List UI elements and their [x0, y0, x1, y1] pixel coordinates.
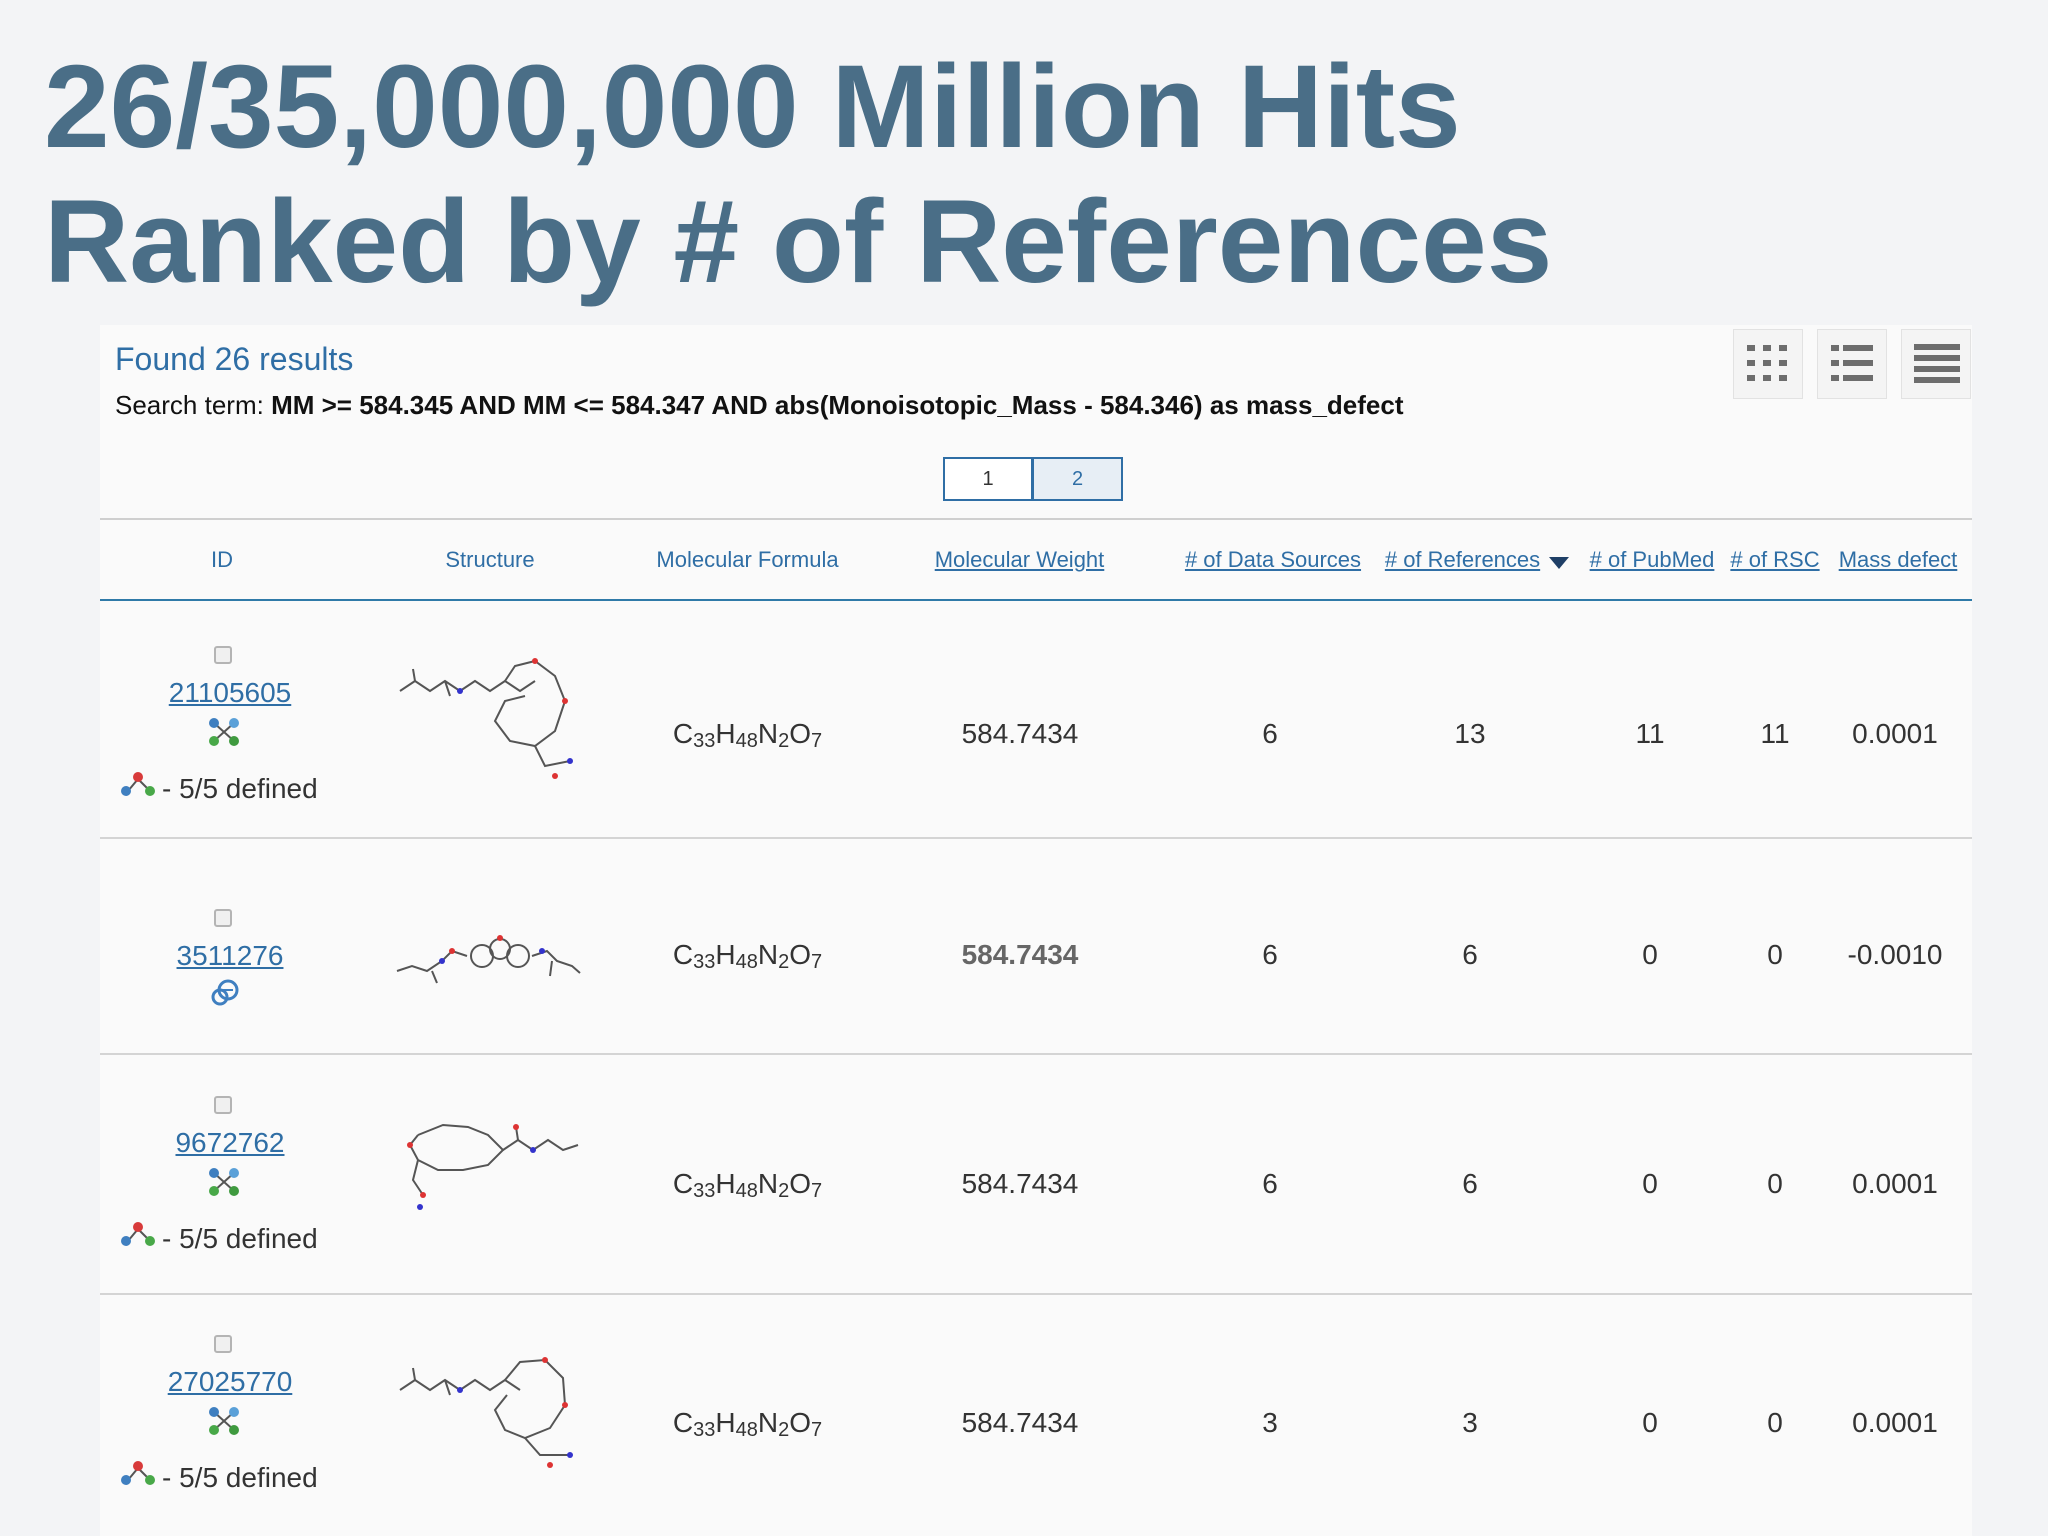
- pubmed-count: 0: [1642, 939, 1658, 970]
- thumbnail-view-button[interactable]: [1733, 329, 1803, 399]
- col-mass-defect-sort-link[interactable]: Mass defect: [1838, 547, 1958, 572]
- results-count: Found 26 results: [115, 341, 354, 377]
- data-sources-count: 6: [1262, 718, 1278, 749]
- table-row: 27025770 - 5/5 defined C33H48N2O7 584.74…: [100, 1295, 1972, 1536]
- references-count: 13: [1454, 718, 1486, 749]
- rsc-count: 0: [1767, 1407, 1783, 1438]
- stereo-icon: [121, 772, 155, 796]
- rsc-count: 0: [1767, 939, 1783, 970]
- rsc-count: 0: [1767, 1168, 1783, 1199]
- molecular-weight: 584.7434: [961, 939, 1079, 970]
- view-toggle-group: [1733, 329, 1971, 399]
- references-count: 3: [1462, 1407, 1478, 1438]
- compound-3d-icon[interactable]: [208, 717, 240, 747]
- search-term-value: MM >= 584.345 AND MM <= 584.347 AND abs(…: [271, 390, 1404, 420]
- col-weight-sort-link[interactable]: Molecular Weight: [934, 547, 1105, 572]
- stereo-defined-text: - 5/5 defined: [162, 1462, 318, 1493]
- mass-defect-value: -0.0010: [1847, 939, 1943, 970]
- table-header: ID Structure Molecular Formula Molecular…: [100, 547, 1972, 583]
- stereo-defined-text: - 5/5 defined: [162, 773, 318, 804]
- compound-id-link[interactable]: 21105605: [168, 677, 292, 708]
- rsc-count: 11: [1760, 718, 1790, 749]
- compound-id-link[interactable]: 27025770: [167, 1366, 293, 1397]
- row-divider: [100, 837, 1972, 839]
- col-id: ID: [211, 547, 233, 572]
- col-sources-sort-link[interactable]: # of Data Sources: [1184, 547, 1362, 572]
- page-1-button[interactable]: 1: [943, 457, 1033, 501]
- search-term-line: Search term: MM >= 584.345 AND MM <= 584…: [115, 390, 1404, 421]
- mass-defect-value: 0.0001: [1852, 1407, 1938, 1438]
- pubmed-count: 11: [1635, 718, 1665, 749]
- header-divider: [100, 599, 1972, 601]
- compact-view-button[interactable]: [1901, 329, 1971, 399]
- pagination: 1 2: [943, 457, 1123, 501]
- molecular-formula: C33H48N2O7: [672, 1168, 823, 1202]
- references-count: 6: [1462, 939, 1478, 970]
- mass-defect-value: 0.0001: [1852, 1168, 1938, 1199]
- col-rsc-sort-link[interactable]: # of RSC: [1730, 547, 1820, 572]
- molecular-formula: C33H48N2O7: [672, 939, 823, 973]
- data-sources-count: 6: [1262, 939, 1278, 970]
- row-select-checkbox[interactable]: [214, 1096, 232, 1114]
- pubmed-count: 0: [1642, 1168, 1658, 1199]
- compact-view-icon: [1914, 344, 1960, 383]
- list-view-button[interactable]: [1817, 329, 1887, 399]
- title-line-1: 26/35,000,000 Million Hits: [44, 41, 1461, 173]
- molecular-weight: 584.7434: [961, 1407, 1079, 1438]
- col-structure: Structure: [445, 547, 535, 572]
- row-divider: [100, 1053, 1972, 1055]
- row-select-checkbox[interactable]: [214, 909, 232, 927]
- thumbnail-view-icon: [1747, 345, 1787, 381]
- search-term-label: Search term:: [115, 390, 264, 420]
- structure-image[interactable]: [398, 1115, 583, 1215]
- pubmed-count: 0: [1642, 1407, 1658, 1438]
- col-references-sort-link[interactable]: # of References: [1384, 547, 1541, 572]
- table-row: 3511276 C33H48N2O7 584.7434 6 6 0 0 -0.0…: [100, 839, 1972, 1053]
- page-2-button[interactable]: 2: [1033, 457, 1123, 501]
- mass-defect-value: 0.0001: [1852, 718, 1938, 749]
- list-view-icon: [1831, 345, 1873, 381]
- compound-2d-icon[interactable]: [210, 979, 240, 1007]
- stereo-icon: [121, 1222, 155, 1246]
- molecular-weight: 584.7434: [961, 1168, 1079, 1199]
- slide-title: 26/35,000,000 Million Hits Ranked by # o…: [44, 40, 1552, 310]
- table-row: 9672762 - 5/5 defined C33H48N2O7 584.743…: [100, 1055, 1972, 1293]
- col-pubmed-sort-link[interactable]: # of PubMed: [1589, 547, 1715, 572]
- compound-id-link[interactable]: 9672762: [175, 1127, 285, 1158]
- table-row: 21105605 - 5/5 defined C33H48N2O7 584.74…: [100, 601, 1972, 837]
- stereo-defined-text: - 5/5 defined: [162, 1223, 318, 1254]
- sort-desc-icon: [1549, 557, 1569, 569]
- title-line-2: Ranked by # of References: [44, 176, 1553, 308]
- compound-3d-icon[interactable]: [208, 1406, 240, 1436]
- compound-3d-icon[interactable]: [208, 1167, 240, 1197]
- compound-id-link[interactable]: 3511276: [176, 940, 284, 971]
- references-count: 6: [1462, 1168, 1478, 1199]
- molecular-formula: C33H48N2O7: [672, 718, 823, 752]
- results-panel: Found 26 results Search term: MM >= 584.…: [100, 325, 1972, 1536]
- col-formula: Molecular Formula: [656, 547, 839, 572]
- row-divider: [100, 1293, 1972, 1295]
- molecular-formula: C33H48N2O7: [672, 1407, 823, 1441]
- row-select-checkbox[interactable]: [214, 646, 232, 664]
- molecular-weight: 584.7434: [961, 718, 1079, 749]
- data-sources-count: 6: [1262, 1168, 1278, 1199]
- data-sources-count: 3: [1262, 1407, 1278, 1438]
- structure-image[interactable]: [395, 1350, 580, 1470]
- row-select-checkbox[interactable]: [214, 1335, 232, 1353]
- structure-image[interactable]: [395, 651, 580, 781]
- stereo-icon: [121, 1461, 155, 1485]
- divider: [100, 518, 1972, 520]
- structure-image[interactable]: [392, 921, 582, 991]
